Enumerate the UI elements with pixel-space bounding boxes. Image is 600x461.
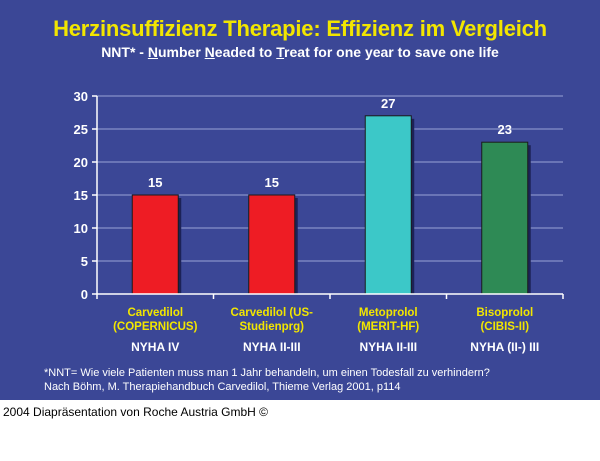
nyha-label: NYHA (II-) III [470,340,539,354]
bar-value-label: 23 [498,122,512,137]
bar [131,194,179,295]
bar-value-label: 15 [148,175,162,190]
subtitle-part: reat for one year to save one life [284,44,499,60]
slide-title: Herzinsuffizienz Therapie: Effizienz im … [53,16,547,41]
bar [481,141,529,295]
nyha-label: NYHA II-III [359,340,417,354]
slide-subtitle: NNT* - Number Neaded to Treat for one ye… [0,44,600,60]
subtitle-part: N [147,44,158,60]
nyha-label: NYHA II-III [243,340,301,354]
bar-chart: 0 5 10 15 20 25 30 15 Carvedilol (COPERNICUS) NYHA… [74,89,564,354]
y-tick-label: 10 [74,221,88,236]
y-tick-label: 25 [74,122,88,137]
footnote: *NNT= Wie viele Patienten muss man 1 Jah… [44,366,490,394]
bar-value-label: 27 [381,96,395,111]
category-label: (COPERNICUS) [113,321,198,333]
subtitle-part: T [276,44,285,60]
y-tick-label: 5 [81,254,88,269]
subtitle-part: eaded to [214,44,277,60]
subtitle-part: NNT* - [101,44,148,60]
subtitle-part: umber [157,44,205,60]
subtitle-part: N [204,44,215,60]
axis-layer [92,95,564,299]
footnote-source: Nach Böhm, M. Therapiehandbuch Carvedilo… [44,381,401,393]
label-layer: 0 5 10 15 20 25 30 15 Carvedilol (COPERNICUS) NYHA… [74,89,540,354]
bar [248,194,296,295]
y-tick-label: 20 [74,155,88,170]
bar-layer [131,115,531,295]
slide-background: Herzinsuffizienz Therapie: Effizienz im … [0,0,600,400]
bar-value-label: 15 [265,175,279,190]
copyright-notice: 2004 Diapräsentation von Roche Austria G… [3,405,268,419]
category-label: (CIBIS-II) [480,321,529,333]
category-label: Metoprolol [359,307,418,319]
bar [364,115,412,295]
category-label: Carvedilol [127,307,183,319]
category-label: Bisoprolol [476,307,533,319]
category-label: (MERIT-HF) [357,321,419,333]
footnote-definition: *NNT= Wie viele Patienten muss man 1 Jah… [44,367,490,379]
category-label: Carvedilol (US- [231,307,314,319]
nyha-label: NYHA IV [131,340,179,354]
y-tick-label: 30 [74,89,88,104]
y-tick-label: 0 [81,287,88,302]
y-tick-label: 15 [74,188,88,203]
category-label: Studienprg) [239,321,304,333]
